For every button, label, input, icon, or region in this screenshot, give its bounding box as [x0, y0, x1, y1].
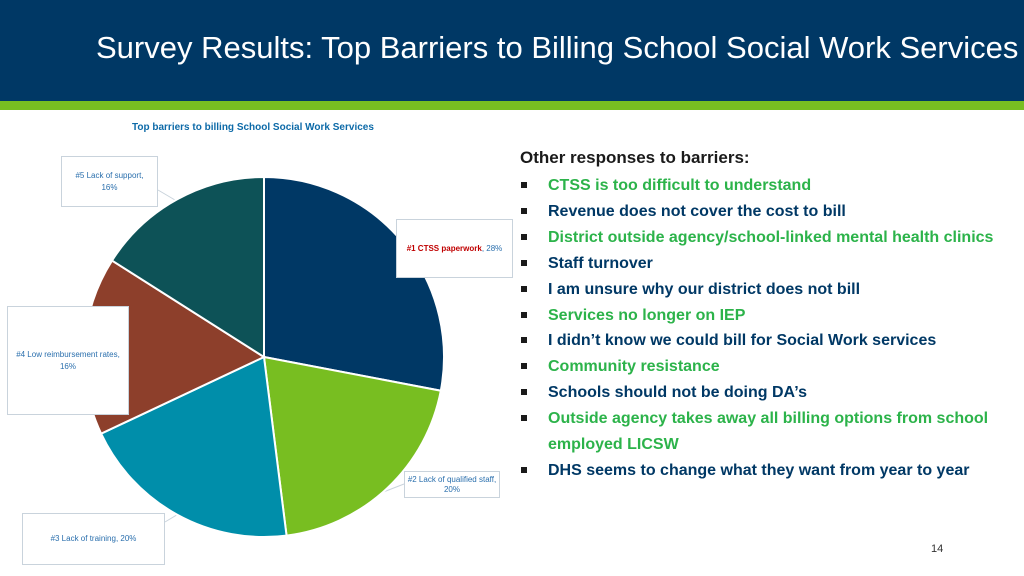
response-text: Services no longer on IEP: [548, 306, 746, 324]
response-item: I am unsure why our district does not bi…: [520, 277, 1020, 303]
response-text: I am unsure why our district does not bi…: [548, 280, 861, 298]
bullet-icon: [521, 285, 527, 292]
pie-slice-2: [262, 355, 442, 537]
response-text: Outside agency takes away all billing op…: [548, 410, 989, 454]
callout-percent: 20%: [443, 484, 460, 494]
response-item: DHS seems to change what they want from …: [520, 458, 1020, 484]
callout-slice-5: #5 Lack of support, 16%: [61, 156, 158, 207]
response-text: I didn’t know we could bill for Social W…: [548, 332, 937, 350]
callout-separator: ,: [481, 243, 487, 253]
response-item: Schools should not be doing DA’s: [520, 380, 1020, 406]
response-item: Staff turnover: [520, 251, 1020, 277]
response-text: Revenue does not cover the cost to bill: [548, 202, 846, 220]
bullet-icon: [521, 311, 527, 318]
callout-percent: 28%: [486, 243, 503, 253]
callout-percent: 16%: [59, 361, 76, 371]
callout-label: #4 Low reimbursement rates,: [16, 349, 120, 359]
response-text: District outside agency/school-linked me…: [548, 228, 994, 246]
response-item: Services no longer on IEP: [520, 303, 1020, 329]
response-item: Community resistance: [520, 354, 1020, 380]
other-responses-title: Other responses to barriers:: [520, 148, 750, 167]
response-text: DHS seems to change what they want from …: [548, 461, 970, 479]
callout-label: #2 Lack of qualified staff,: [407, 474, 497, 484]
chart-title: Top barriers to billing School Social Wo…: [132, 122, 374, 133]
bullet-icon: [521, 182, 527, 188]
callout-label: #1 CTSS paperwork: [406, 243, 482, 253]
response-text: Community resistance: [548, 358, 720, 376]
bullet-icon: [521, 259, 527, 266]
response-item: I didn’t know we could bill for Social W…: [520, 328, 1020, 354]
response-text: Schools should not be doing DA’s: [548, 384, 807, 402]
pie-slice-1: [263, 175, 445, 392]
page-number: 14: [931, 543, 944, 555]
pie-slice-3: [99, 355, 288, 538]
callout-percent: 20%: [120, 534, 137, 543]
bullet-icon: [521, 415, 527, 422]
callout-slice-3: #3 Lack of training, 20%: [22, 513, 165, 565]
callout-leader-line: [157, 189, 176, 201]
bullet-icon: [521, 389, 527, 396]
bullet-icon: [521, 466, 527, 473]
callout-slice-1: #1 CTSS paperwork, 28%: [396, 219, 513, 278]
callout-label: #3 Lack of training,: [50, 534, 119, 543]
response-item: Revenue does not cover the cost to bill: [520, 199, 1020, 225]
response-item: Outside agency takes away all billing op…: [520, 406, 1020, 458]
header-accent-stripe: [0, 101, 1024, 110]
header-bar: [0, 0, 1024, 101]
callout-slice-4: #4 Low reimbursement rates, 16%: [7, 306, 129, 415]
response-item: CTSS is too difficult to understand: [520, 173, 1020, 199]
callout-percent: 16%: [101, 182, 118, 192]
response-text: CTSS is too difficult to understand: [548, 177, 812, 194]
other-responses-list: CTSS is too difficult to understand Reven…: [520, 173, 1020, 484]
bullet-icon: [521, 233, 527, 240]
callout-label: #5 Lack of support,: [75, 170, 144, 180]
bullet-icon: [521, 363, 527, 370]
bullet-icon: [521, 207, 527, 214]
slide-title: Survey Results: Top Barriers to Billing …: [96, 30, 1019, 65]
callout-slice-2: #2 Lack of qualified staff, 20%: [404, 471, 500, 498]
response-text: Staff turnover: [548, 254, 653, 272]
response-item: District outside agency/school-linked me…: [520, 225, 1020, 251]
pie-slice-5: [110, 175, 265, 359]
bullet-icon: [521, 337, 527, 344]
